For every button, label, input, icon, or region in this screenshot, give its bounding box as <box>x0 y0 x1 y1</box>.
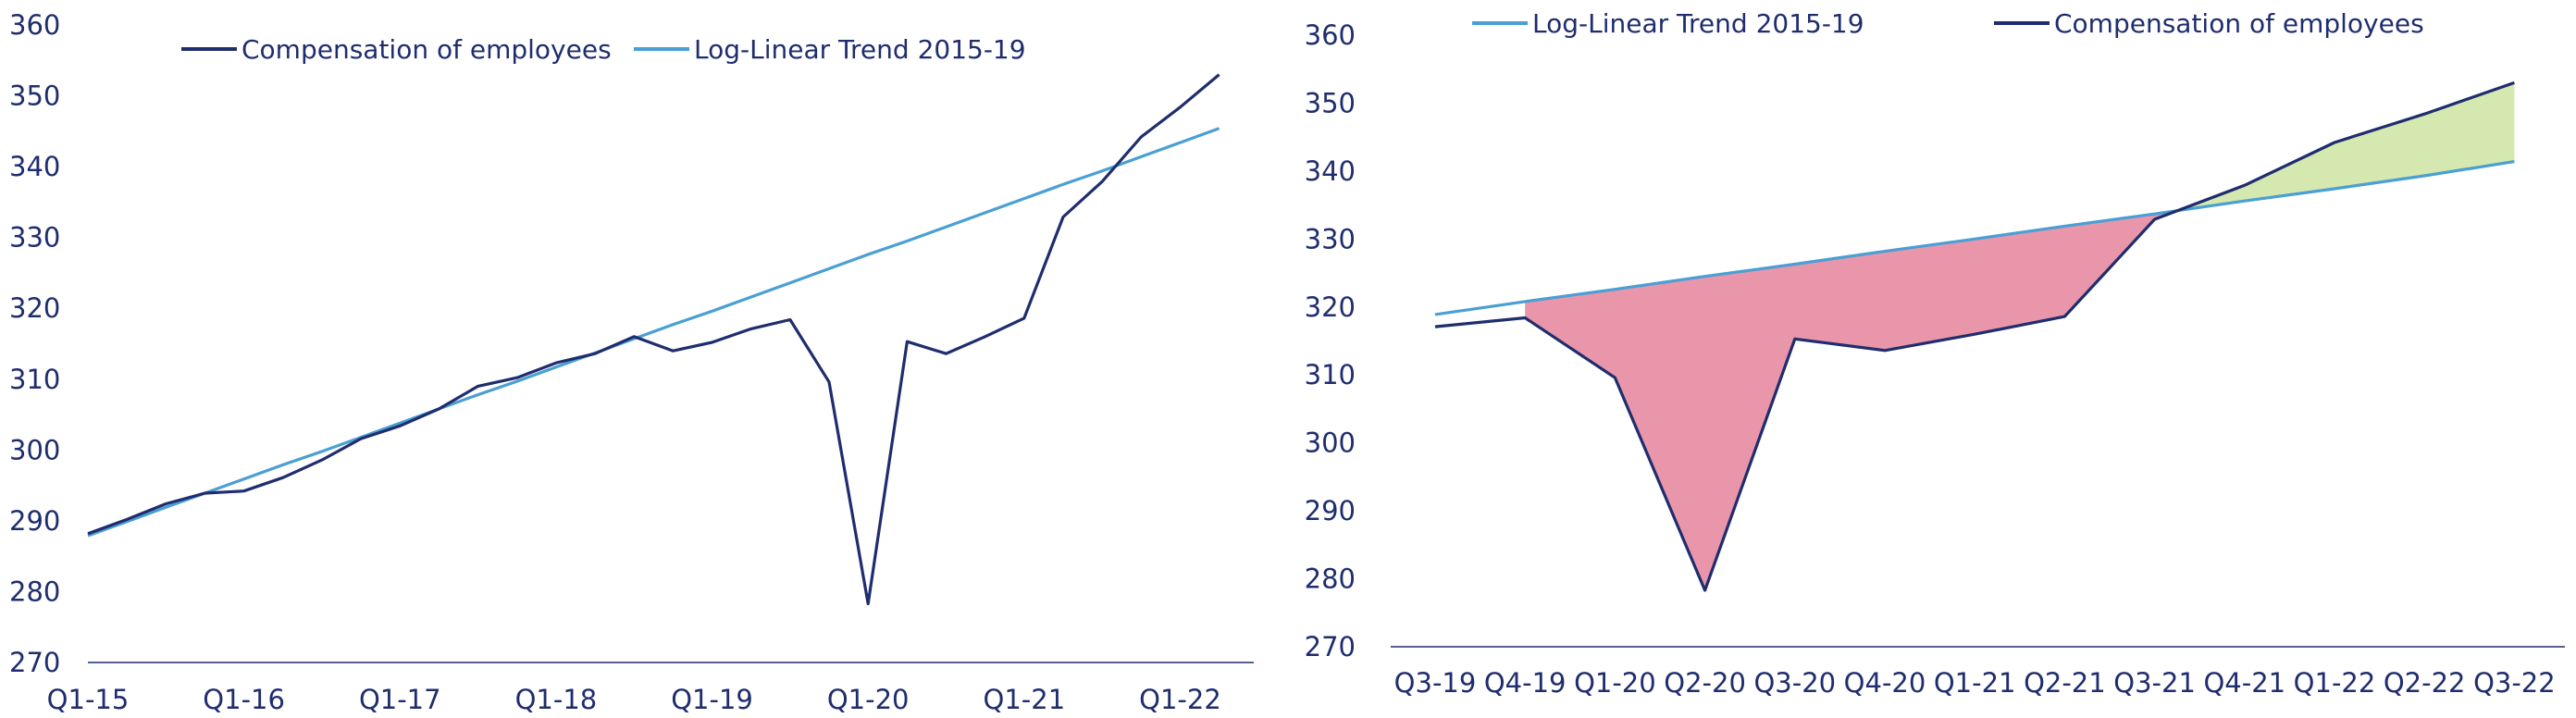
left-x-tick-label: Q1-15 <box>47 684 130 715</box>
right-x-tick-label: Q4-20 <box>1844 667 1926 699</box>
right-y-tick-label: 300 <box>1305 427 1356 459</box>
left-y-axis-ticks: 360 350 340 330 320 310 300 290 280 270 <box>9 9 60 678</box>
left-y-tick-label: 310 <box>9 364 60 395</box>
left-y-tick-label: 280 <box>9 576 60 607</box>
left-x-tick-label: Q1-19 <box>671 684 753 715</box>
right-x-tick-label: Q3-21 <box>2113 667 2196 699</box>
left-x-tick-label: Q1-20 <box>827 684 910 715</box>
right-x-tick-label: Q2-21 <box>2024 667 2106 699</box>
left-legend: Compensation of employees Log-Linear Tre… <box>181 34 1026 65</box>
left-y-tick-label: 360 <box>9 9 60 41</box>
right-x-tick-label: Q3-19 <box>1394 667 1477 699</box>
left-y-tick-label: 350 <box>9 80 60 112</box>
right-y-tick-label: 360 <box>1305 19 1356 51</box>
right-x-tick-label: Q4-21 <box>2203 667 2285 699</box>
right-y-tick-label: 320 <box>1305 291 1356 323</box>
right-x-tick-label: Q4-19 <box>1484 667 1567 699</box>
left-series-trend-line <box>87 127 1220 538</box>
right-y-tick-label: 340 <box>1305 155 1356 187</box>
left-y-tick-label: 270 <box>9 647 60 678</box>
right-y-tick-label: 310 <box>1305 359 1356 390</box>
right-x-tick-label: Q2-20 <box>1664 667 1746 699</box>
right-x-tick-label: Q3-20 <box>1753 667 1836 699</box>
right-x-tick-label: Q3-22 <box>2473 667 2556 699</box>
left-x-tick-label: Q1-21 <box>984 684 1066 715</box>
right-y-tick-label: 330 <box>1305 223 1356 254</box>
left-series-compensation-line <box>87 73 1220 606</box>
right-series <box>1434 80 2515 592</box>
right-x-axis-ticks: Q3-19 Q4-19 Q1-20 Q2-20 Q3-20 Q4-20 Q1-21 Q2-21… <box>1394 667 2556 699</box>
left-y-tick-label: 320 <box>9 292 60 324</box>
right-chart: 360 350 340 330 320 310 300 290 280 270 Q3-19 Q4-1… <box>1305 8 2565 699</box>
right-x-tick-label: Q1-21 <box>1934 667 2016 699</box>
right-y-tick-label: 350 <box>1305 87 1356 118</box>
right-x-tick-label: Q1-22 <box>2294 667 2376 699</box>
right-series-trend-line <box>1434 160 2515 316</box>
left-legend-label-comp: Compensation of employees <box>242 34 612 65</box>
right-series-compensation-line <box>1434 80 2515 592</box>
left-y-tick-label: 330 <box>9 222 60 254</box>
right-y-tick-label: 280 <box>1305 563 1356 595</box>
right-gap-below-trend-fill <box>1525 210 2178 591</box>
right-y-tick-label: 270 <box>1305 631 1356 662</box>
left-x-tick-label: Q1-18 <box>515 684 598 715</box>
left-y-tick-label: 300 <box>9 434 60 465</box>
right-x-tick-label: Q1-20 <box>1574 667 1656 699</box>
left-x-tick-label: Q1-17 <box>359 684 441 715</box>
left-y-tick-label: 290 <box>9 505 60 537</box>
left-x-axis-ticks: Q1-15 Q1-16 Q1-17 Q1-18 Q1-19 Q1-20 Q1-21 Q1-22 <box>47 684 1221 715</box>
right-y-axis-ticks: 360 350 340 330 320 310 300 290 280 270 <box>1305 19 1356 662</box>
left-y-tick-label: 340 <box>9 151 60 182</box>
right-legend-label-comp: Compensation of employees <box>2054 8 2424 39</box>
right-legend: Log-Linear Trend 2015-19 Compensation of… <box>1472 8 2424 39</box>
right-legend-label-trend: Log-Linear Trend 2015-19 <box>1532 8 1864 39</box>
left-legend-label-trend: Log-Linear Trend 2015-19 <box>694 34 1026 65</box>
right-x-tick-label: Q2-22 <box>2384 667 2466 699</box>
right-y-tick-label: 290 <box>1305 495 1356 526</box>
left-series <box>87 73 1220 606</box>
left-x-tick-label: Q1-16 <box>203 684 285 715</box>
left-x-tick-label: Q1-22 <box>1139 684 1221 715</box>
